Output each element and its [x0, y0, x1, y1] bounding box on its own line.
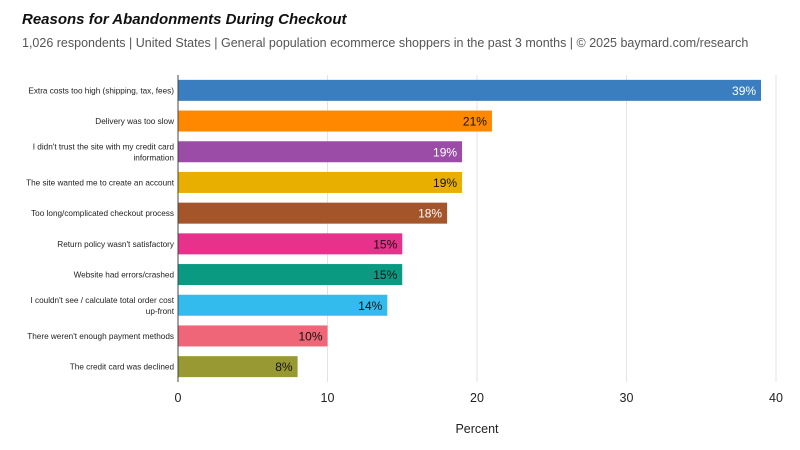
x-tick-label: 30 [620, 391, 634, 405]
data-label: 19% [433, 176, 457, 190]
data-label: 18% [418, 207, 442, 221]
bar [178, 110, 492, 132]
data-label: 21% [463, 115, 487, 129]
category-label: Return policy wasn't satisfactory [57, 240, 175, 249]
bar [178, 233, 403, 255]
category-label: There weren't enough payment methods [27, 332, 174, 341]
category-label: I didn't trust the site with my credit c… [33, 142, 175, 162]
data-label: 19% [433, 145, 457, 159]
category-label: The credit card was declined [70, 363, 175, 372]
bar [178, 325, 328, 347]
x-tick-label: 40 [769, 391, 783, 405]
category-label: Too long/complicated checkout process [31, 209, 174, 218]
bar [178, 202, 448, 224]
category-label: The site wanted me to create an account [26, 178, 175, 187]
data-label: 14% [358, 299, 382, 313]
data-label: 39% [732, 84, 756, 98]
category-label: Delivery was too slow [95, 117, 174, 126]
bar [178, 79, 762, 101]
bar [178, 294, 388, 316]
bar [178, 171, 463, 193]
x-axis-label: Percent [455, 422, 499, 436]
x-tick-label: 0 [175, 391, 182, 405]
data-label: 10% [298, 329, 322, 343]
category-label: Website had errors/crashed [74, 271, 175, 280]
data-label: 8% [275, 360, 293, 374]
x-tick-label: 10 [321, 391, 335, 405]
data-label: 15% [373, 268, 397, 282]
bar [178, 141, 463, 163]
chart-title: Reasons for Abandonments During Checkout [22, 11, 347, 28]
x-tick-label: 20 [470, 391, 484, 405]
category-label: I couldn't see / calculate total order c… [30, 296, 174, 316]
bar [178, 264, 403, 286]
bar [178, 356, 298, 378]
data-label: 15% [373, 237, 397, 251]
chart-subtitle: 1,026 respondents | United States | Gene… [22, 36, 749, 50]
category-label: Extra costs too high (shipping, tax, fee… [28, 86, 174, 95]
